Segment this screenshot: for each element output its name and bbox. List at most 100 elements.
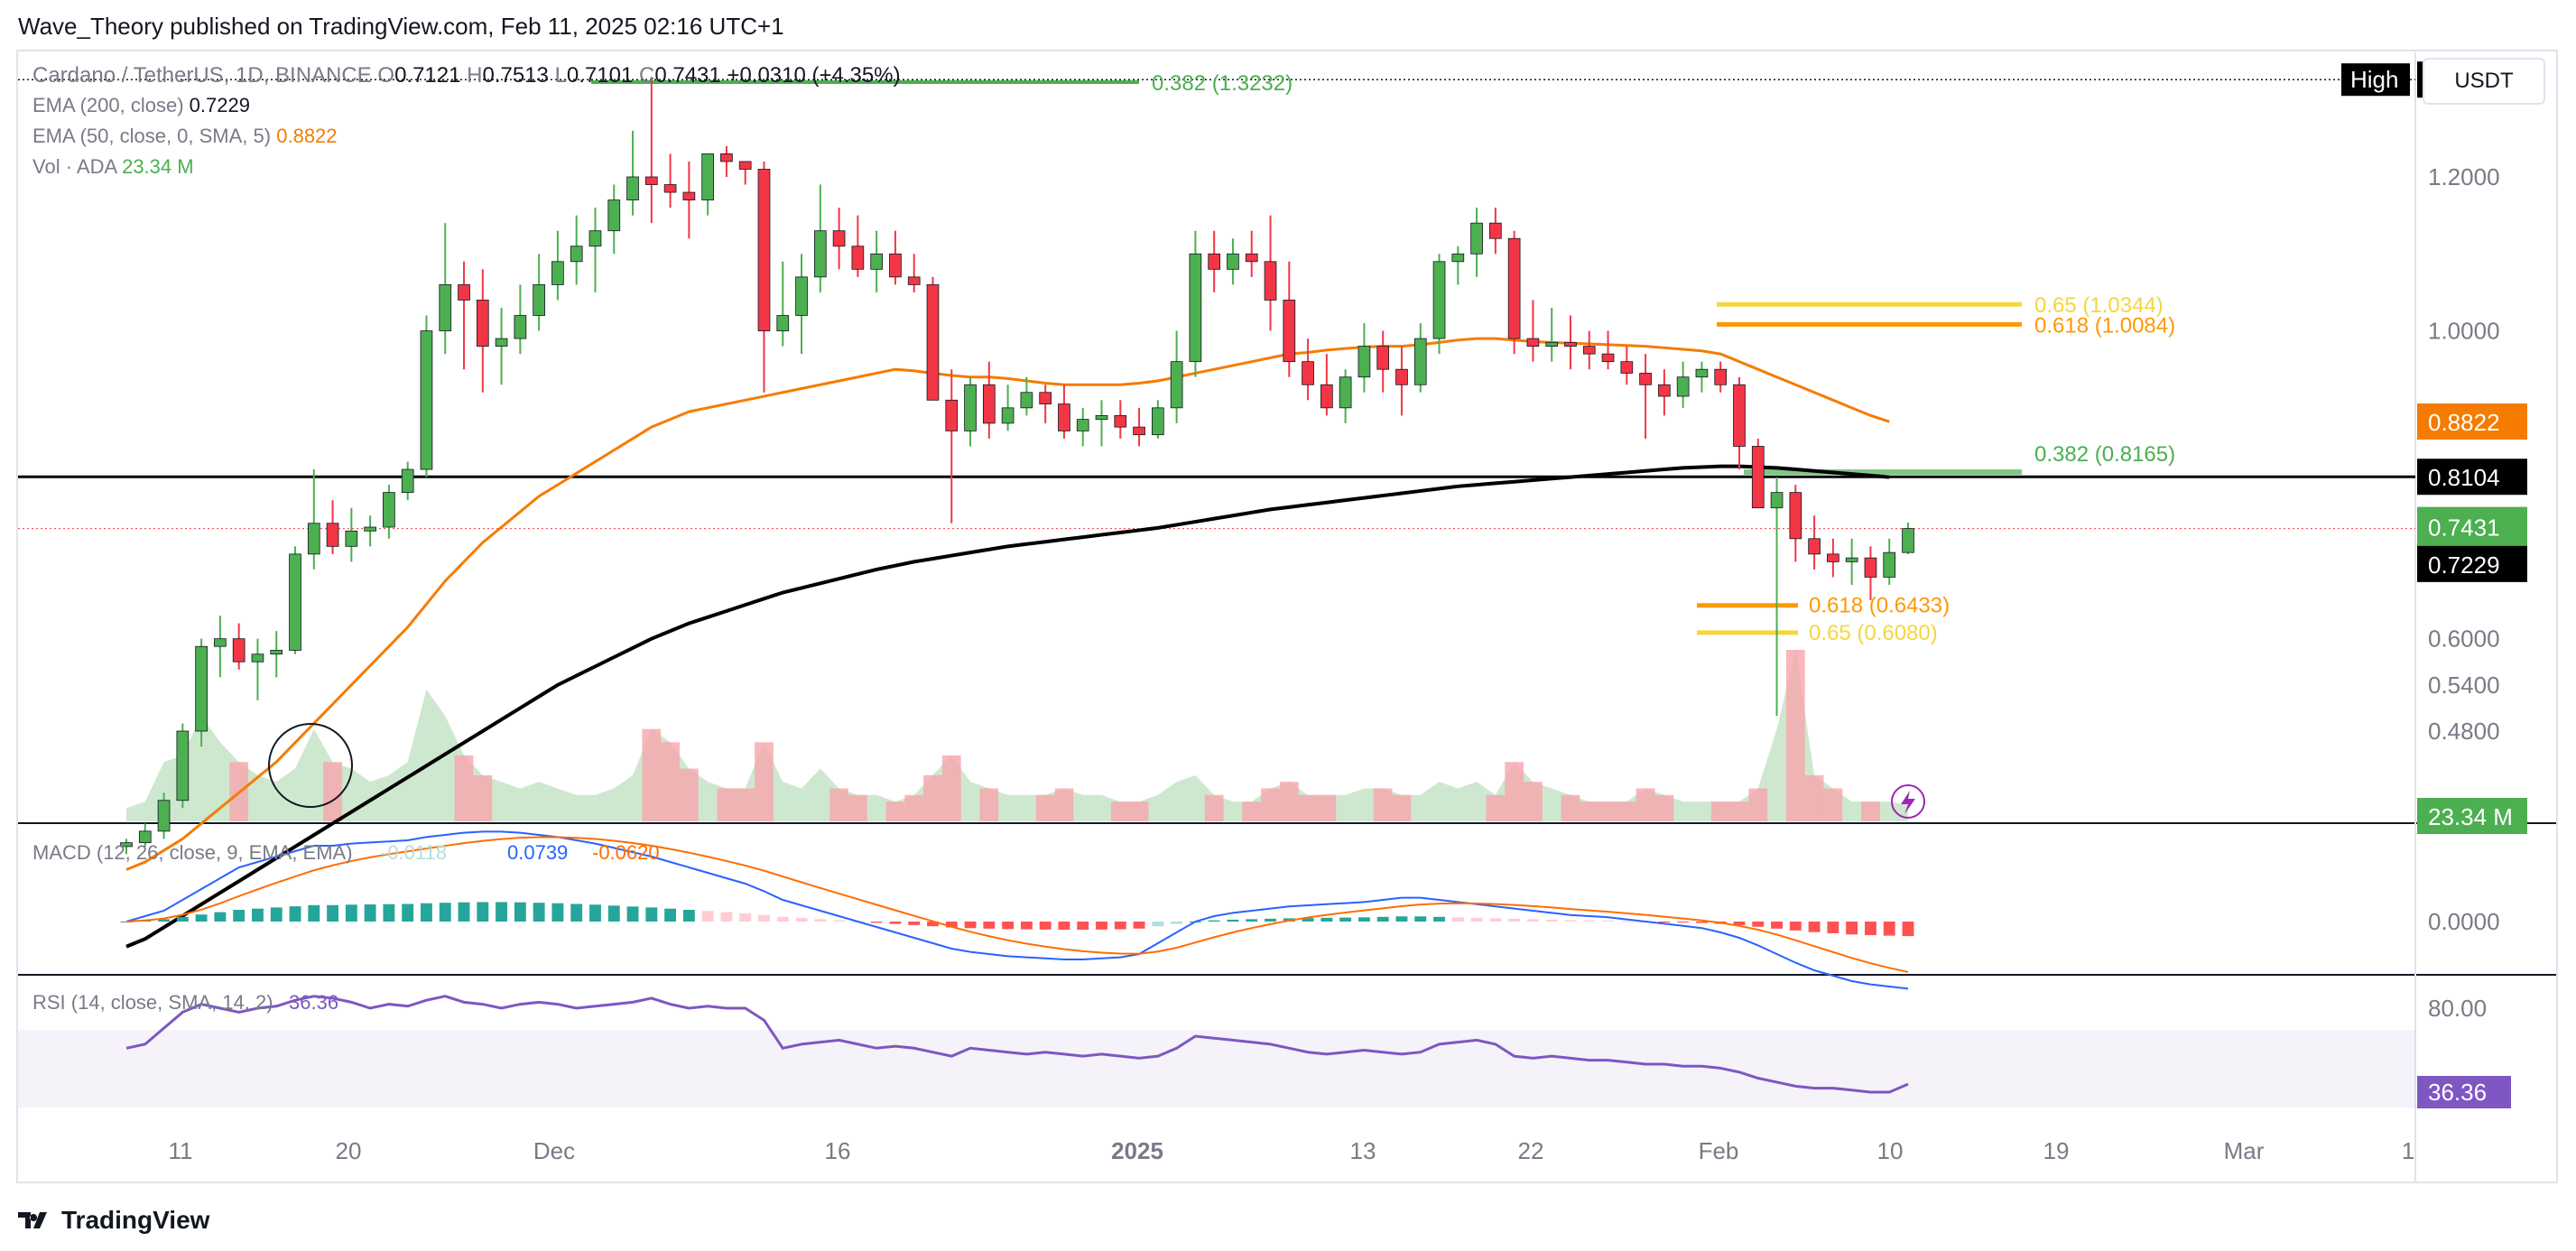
candle-body — [458, 283, 470, 301]
macd-histogram-bar — [1376, 916, 1389, 922]
candle-body — [1507, 237, 1521, 339]
price-tick-label: 1.0000 — [2428, 318, 2500, 345]
candle-body — [1883, 551, 1896, 578]
macd-histogram-bar — [195, 914, 208, 922]
macd-histogram-bar — [964, 922, 977, 929]
candle-body — [982, 384, 996, 424]
macd-histogram-bar — [308, 904, 320, 922]
volume-bar-down — [1598, 802, 1617, 821]
macd-histogram-bar — [1152, 922, 1164, 927]
candle-body — [1413, 338, 1427, 385]
symbol-legend[interactable]: Cardano / TetherUS, 1D, BINANCE O0.7121 … — [32, 63, 901, 88]
volume-legend[interactable]: Vol · ADA 23.34 M — [32, 155, 194, 179]
price-label-ema50-bg — [2417, 403, 2527, 440]
macd-histogram-bar — [1246, 919, 1258, 922]
candle-body — [1827, 553, 1839, 562]
candle-body — [326, 523, 339, 547]
candle-body — [1789, 492, 1802, 540]
candle-body — [607, 199, 621, 232]
symbol-name: Cardano / TetherUS, 1D, BINANCE — [32, 63, 372, 88]
volume-bar-down — [473, 774, 493, 821]
macd-histogram-bar — [477, 902, 489, 922]
macd-histogram-bar — [570, 904, 583, 922]
volume-bar-down — [1804, 774, 1824, 821]
candle-body — [1020, 392, 1033, 409]
macd-histogram-bar — [1771, 922, 1783, 929]
candle-body — [1808, 538, 1821, 555]
tradingview-icon — [18, 1212, 47, 1228]
open-label: O — [377, 63, 395, 88]
macd-histogram-bar — [1789, 922, 1802, 931]
macd-histogram-bar — [514, 902, 526, 922]
fib-label-mid: 0.382 (0.8165) — [2034, 442, 2175, 467]
ema200-legend[interactable]: EMA (200, close) 0.7229 — [32, 94, 250, 117]
candle-body — [776, 315, 790, 331]
volume-label: Vol · ADA — [32, 155, 116, 178]
macd-histogram-bar — [739, 913, 752, 922]
macd-histogram-bar — [1133, 922, 1145, 929]
macd-histogram-bar — [1508, 918, 1521, 922]
candle-body — [1039, 392, 1052, 404]
x-axis-label: 11 — [169, 1137, 193, 1164]
volume-bar-down — [1785, 650, 1805, 821]
candle-body — [1714, 368, 1728, 385]
volume-bar-down — [323, 762, 342, 821]
volume-bar-down — [1861, 802, 1880, 821]
candle-body — [439, 283, 452, 331]
high-tag: High — [2350, 66, 2398, 93]
ema50-label: EMA (50, close, 0, SMA, 5) — [32, 125, 272, 147]
x-axis-label: 10 — [1877, 1137, 1904, 1164]
fib-label-low-yellow: 0.65 (0.6080) — [1809, 621, 1938, 645]
candle-body — [626, 176, 639, 200]
macd-histogram-bar — [496, 902, 508, 922]
candle-body — [795, 276, 808, 316]
tradingview-logo[interactable]: TradingView — [18, 1206, 209, 1235]
volume-bar-down — [904, 794, 924, 821]
macd-histogram-bar — [589, 904, 601, 922]
macd-histogram-bar — [908, 922, 921, 925]
volume-bar-down — [941, 755, 961, 821]
candle-body — [1902, 528, 1914, 553]
candle-body — [1283, 300, 1296, 363]
change-value: +0.0310 (+4.35%) — [727, 63, 901, 88]
macd-histogram-bar — [533, 903, 545, 922]
candle-body — [851, 246, 865, 270]
candle-body — [1451, 253, 1465, 263]
macd-histogram-bar — [1470, 917, 1483, 922]
macd-histogram-bar — [1846, 922, 1858, 935]
candle-body — [1133, 426, 1145, 436]
candle-body — [1339, 376, 1352, 409]
macd-histogram-bar — [289, 906, 301, 922]
ema50-legend[interactable]: EMA (50, close, 0, SMA, 5) 0.8822 — [32, 125, 338, 148]
price-tick-label: 0.6000 — [2428, 626, 2500, 653]
candle-body — [1489, 222, 1502, 239]
macd-histogram-bar — [421, 903, 432, 922]
macd-histogram-bar — [1020, 922, 1033, 930]
high-label: H — [467, 63, 483, 88]
macd-histogram-bar — [1171, 922, 1183, 924]
currency-button[interactable]: USDT — [2423, 58, 2545, 105]
macd-histogram-bar — [1395, 916, 1408, 922]
volume-bar-down — [1580, 802, 1599, 821]
ema50-value: 0.8822 — [276, 125, 338, 147]
price-label-support: 0.8104 — [2428, 464, 2500, 491]
macd-line — [125, 830, 1909, 990]
x-axis-label: Mar — [2224, 1137, 2265, 1164]
candle-body — [832, 230, 846, 247]
rsi-value-bg — [2417, 1076, 2511, 1108]
ema200-line — [125, 464, 1890, 949]
candle-body — [1170, 361, 1183, 409]
candle-body — [1357, 346, 1371, 378]
volume-bar-down — [1054, 788, 1074, 821]
macd-histogram-bar — [1602, 920, 1614, 922]
lightning-icon — [1901, 791, 1915, 814]
price-label-last: 0.7431 — [2428, 514, 2500, 542]
candle-body — [588, 230, 602, 247]
candle-body — [1432, 261, 1446, 339]
macd-histogram-bar — [1808, 922, 1821, 932]
volume-bar-down — [1110, 802, 1130, 821]
candle-body — [232, 638, 246, 663]
macd-histogram-bar — [383, 904, 395, 922]
volume-bar-down — [1242, 802, 1262, 821]
